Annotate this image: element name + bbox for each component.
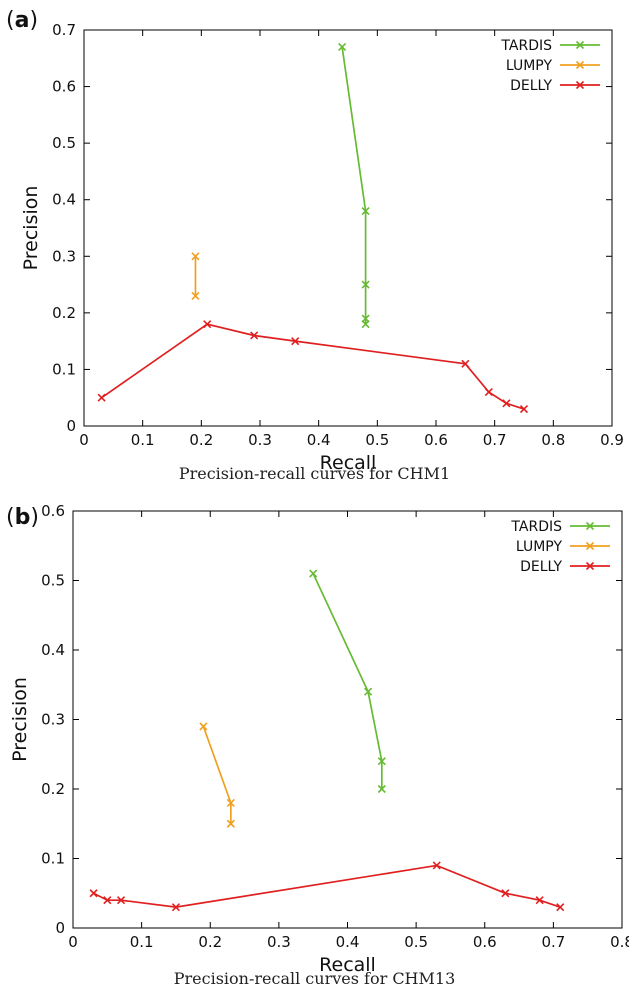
data-point-lumpy bbox=[226, 819, 235, 828]
data-point-delly bbox=[103, 896, 112, 905]
data-point-delly bbox=[501, 889, 510, 898]
legend-marker-delly bbox=[585, 561, 595, 571]
x-tick-label: 0.1 bbox=[131, 431, 155, 449]
data-point-delly bbox=[502, 399, 511, 408]
data-point-delly bbox=[203, 320, 212, 329]
x-tick-label: 0.8 bbox=[541, 431, 565, 449]
data-point-lumpy bbox=[199, 722, 208, 731]
data-point-tardis bbox=[364, 687, 373, 696]
legend-label-delly: DELLY bbox=[510, 78, 552, 94]
legend-label-tardis: TARDIS bbox=[500, 38, 552, 54]
series-line-tardis bbox=[341, 46, 367, 325]
x-tick-label: 0.2 bbox=[189, 431, 213, 449]
data-point-tardis bbox=[377, 784, 386, 794]
data-point-lumpy bbox=[226, 798, 235, 807]
y-tick-label: 0.3 bbox=[52, 247, 76, 265]
chart-a: 0 0.1 0.2 0.3 0.4 0.5 0.6 0.7 0.8 0.9 0 0.1 0.2 0.3 0.… bbox=[20, 21, 624, 474]
legend-marker-lumpy bbox=[585, 541, 595, 551]
x-tick-label: 0.7 bbox=[541, 933, 565, 951]
y-tick-label: 0.6 bbox=[41, 502, 65, 520]
x-tick-label: 0.1 bbox=[130, 933, 154, 951]
data-point-delly bbox=[556, 903, 565, 912]
x-tick-label: 0.3 bbox=[248, 431, 272, 449]
data-point-tardis bbox=[361, 320, 370, 329]
x-tick-label: 0 bbox=[68, 933, 78, 951]
data-point-tardis bbox=[361, 206, 370, 216]
data-point-tardis bbox=[338, 42, 347, 52]
legend-marker-lumpy bbox=[575, 60, 585, 70]
legend-label-tardis: TARDIS bbox=[510, 519, 562, 535]
y-axis-label: Precision bbox=[9, 677, 31, 762]
x-tick-label: 0.6 bbox=[424, 431, 448, 449]
y-tick-label: 0 bbox=[66, 417, 76, 435]
y-tick-label: 0.6 bbox=[52, 78, 76, 96]
x-tick-label: 0.6 bbox=[473, 933, 497, 951]
chart-panel-b: (b) 00.10.20.30.40.50.60.70.800.10.20.30… bbox=[0, 497, 629, 994]
x-tick-label: 0.3 bbox=[267, 933, 291, 951]
data-point-tardis bbox=[361, 280, 370, 289]
data-point-delly bbox=[291, 337, 300, 346]
data-point-delly bbox=[484, 387, 493, 397]
x-tick-label: 0.4 bbox=[336, 933, 360, 951]
chart-b: 0 0.1 0.2 0.3 0.4 0.5 0.6 0.7 0.8 0 0.1 0.2 0.3 0.4 0.… bbox=[9, 502, 629, 976]
y-tick-label: 0.4 bbox=[52, 191, 76, 209]
data-point-delly bbox=[461, 359, 470, 368]
legend-marker-tardis bbox=[585, 521, 595, 531]
y-tick-label: 0.1 bbox=[52, 360, 76, 378]
x-axis-label: Recall bbox=[319, 954, 376, 976]
series-line-delly bbox=[93, 864, 561, 909]
series-line-tardis bbox=[312, 573, 383, 789]
data-point-lumpy bbox=[191, 252, 200, 261]
x-tick-label: 0.8 bbox=[610, 933, 629, 951]
data-point-tardis bbox=[377, 757, 386, 766]
legend-label-delly: DELLY bbox=[520, 559, 562, 575]
chart-panel-a: (a) 0 0.1 0.2 0.3 0.4 0.5 0.6 0.7 0.8 0.9 0 0.1 0.2 0… bbox=[6, 8, 624, 483]
x-tick-label: 0 bbox=[79, 431, 89, 449]
x-axis-label: Recall bbox=[320, 452, 377, 474]
y-tick-label: 0.2 bbox=[52, 304, 76, 322]
y-axis-label: Precision bbox=[20, 186, 42, 271]
data-point-tardis bbox=[309, 569, 318, 578]
data-point-delly bbox=[89, 889, 98, 898]
x-tick-label: 0.7 bbox=[483, 431, 507, 449]
series-line-delly bbox=[101, 323, 525, 410]
x-tick-label: 0.5 bbox=[404, 933, 428, 951]
data-point-delly bbox=[171, 903, 181, 912]
data-point-delly bbox=[519, 404, 529, 414]
series-line-lumpy bbox=[202, 726, 232, 824]
panel-label: (a) bbox=[6, 8, 39, 33]
y-tick-label: 0.5 bbox=[41, 572, 65, 590]
data-point-delly bbox=[535, 896, 544, 905]
chart-caption: Precision-recall curves for CHM13 bbox=[173, 969, 456, 988]
data-point-delly bbox=[116, 896, 126, 905]
y-tick-label: 0.2 bbox=[41, 780, 65, 798]
data-point-delly bbox=[432, 861, 441, 870]
y-tick-label: 0.1 bbox=[41, 850, 65, 868]
panel-label: (b) bbox=[6, 505, 39, 530]
x-tick-label: 0.2 bbox=[198, 933, 222, 951]
legend-marker-delly bbox=[575, 80, 585, 90]
legend-marker-tardis bbox=[575, 40, 585, 50]
plot-frame bbox=[83, 29, 613, 427]
x-tick-label: 0.4 bbox=[307, 431, 331, 449]
y-tick-label: 0.3 bbox=[41, 711, 65, 729]
y-tick-label: 0.4 bbox=[41, 641, 65, 659]
chart-caption: Precision-recall curves for CHM1 bbox=[178, 464, 451, 483]
data-point-delly bbox=[250, 331, 259, 340]
y-tick-label: 0.5 bbox=[52, 134, 76, 152]
legend-label-lumpy: LUMPY bbox=[516, 539, 563, 555]
x-tick-label: 0.5 bbox=[365, 431, 389, 449]
legend-label-lumpy: LUMPY bbox=[506, 58, 553, 74]
x-tick-label: 0.9 bbox=[600, 431, 624, 449]
y-tick-label: 0.7 bbox=[52, 21, 76, 39]
data-point-delly bbox=[97, 393, 106, 402]
y-tick-label: 0 bbox=[55, 919, 65, 937]
data-point-lumpy bbox=[191, 291, 200, 300]
